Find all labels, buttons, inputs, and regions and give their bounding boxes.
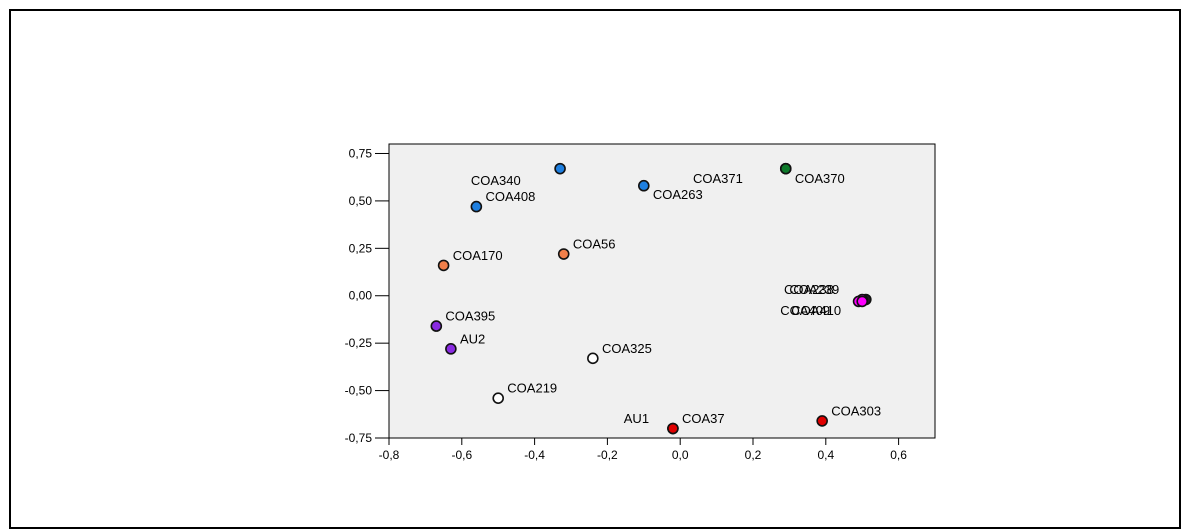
x-tick-label: -0,4 — [524, 448, 545, 462]
point-label: COA37 — [682, 411, 725, 426]
y-tick-label: -0,75 — [345, 431, 373, 445]
point-label: COA239 — [789, 282, 839, 297]
x-tick-label: -0,2 — [597, 448, 618, 462]
x-tick-label: 0,6 — [890, 448, 907, 462]
x-tick-label: -0,6 — [451, 448, 472, 462]
data-point — [637, 179, 650, 192]
point-label: COA410 — [791, 303, 841, 318]
data-point — [492, 392, 505, 404]
data-point — [554, 162, 566, 175]
data-point — [470, 200, 483, 213]
data-points — [430, 162, 872, 435]
point-label: COA263 — [653, 187, 703, 202]
point-label: COA325 — [602, 341, 652, 356]
point-label: AU2 — [460, 331, 485, 346]
point-label: COA395 — [445, 309, 495, 324]
data-point — [445, 343, 457, 355]
point-label: COA409 — [780, 303, 830, 318]
x-tick-label: 0,4 — [817, 448, 834, 462]
point-label: COA340 — [471, 173, 521, 188]
data-point — [779, 162, 792, 175]
point-label: COA56 — [573, 237, 616, 252]
y-tick-label: 0,75 — [349, 146, 373, 160]
data-point — [856, 295, 869, 308]
point-label: COA219 — [507, 381, 557, 396]
x-tick-label: -0,8 — [379, 448, 400, 462]
y-tick-label: -0,25 — [345, 336, 373, 350]
point-label: COA371 — [693, 171, 743, 186]
data-point — [437, 259, 450, 272]
data-point — [816, 415, 828, 427]
point-label: COA170 — [453, 248, 503, 263]
x-tick-label: 0,0 — [672, 448, 689, 462]
point-label: COA303 — [831, 403, 881, 418]
scatter-chart: 0,75 0,50 0,25 0,00 -0,25 -0,50 -0,75 -0,8 -0,6 -… — [345, 143, 936, 462]
point-label: AU1 — [624, 411, 649, 426]
point-label: COA238 — [784, 282, 834, 297]
data-point — [557, 248, 570, 260]
y-tick-label: 0,25 — [349, 241, 373, 255]
y-tick-label: -0,50 — [345, 384, 373, 398]
point-label: COA408 — [485, 189, 535, 204]
data-point — [430, 320, 443, 332]
axes: 0,75 0,50 0,25 0,00 -0,25 -0,50 -0,75 -0,8 -0,6 -… — [345, 146, 908, 462]
point-label: COA370 — [795, 171, 845, 186]
x-tick-label: 0,2 — [745, 448, 762, 462]
y-tick-label: 0,00 — [349, 289, 373, 303]
data-point — [667, 422, 679, 435]
y-tick-label: 0,50 — [349, 194, 373, 208]
plot-area — [388, 143, 936, 439]
data-point — [587, 352, 599, 365]
